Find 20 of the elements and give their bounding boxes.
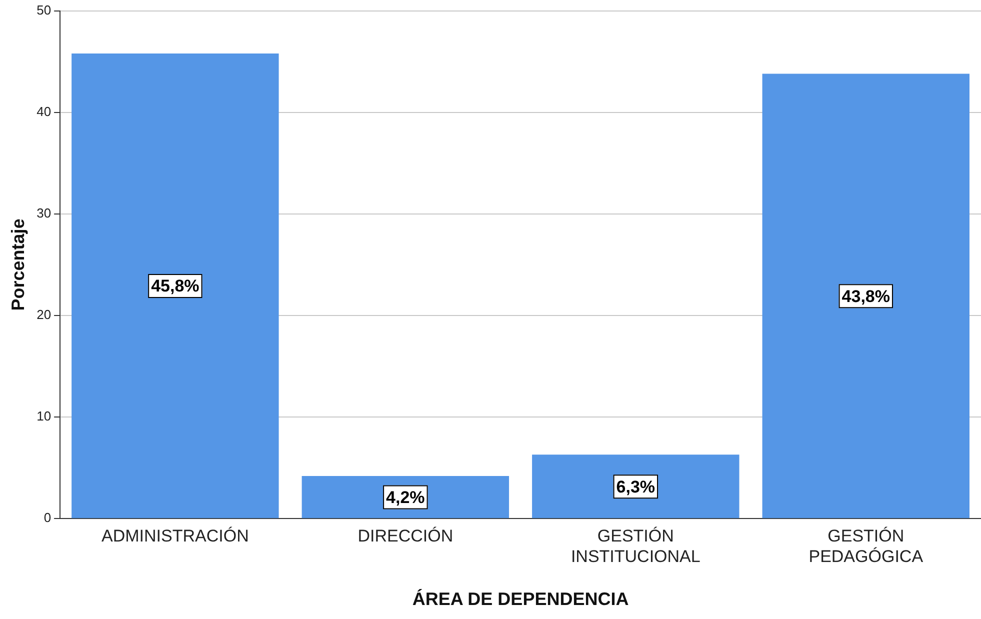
y-tick-label: 40 [36, 104, 52, 119]
data-label: 6,3% [616, 477, 656, 496]
y-tick-label: 30 [36, 206, 52, 220]
x-tick-label: ADMINISTRACIÓN [102, 526, 249, 546]
bar [762, 74, 970, 518]
x-tick-label: GESTIÓN INSTITUCIONAL [570, 526, 700, 566]
y-tick-label: 50 [36, 2, 52, 18]
y-tick-label: 10 [36, 408, 52, 424]
y-tick-label: 0 [44, 510, 52, 526]
x-tick-label: GESTIÓN PEDAGÓGICA [808, 526, 924, 566]
x-axis-title: ÁREA DE DEPENDENCIA [412, 589, 629, 610]
bar [532, 454, 740, 518]
x-tick-label: DIRECCIÓN [358, 526, 454, 546]
y-tick-label: 20 [36, 307, 52, 322]
y-axis-title: Porcentaje [8, 218, 28, 311]
data-label: 45,8% [151, 276, 200, 296]
bar [72, 53, 279, 518]
bar [302, 476, 510, 518]
data-label: 43,8% [842, 286, 890, 306]
data-label: 4,2% [386, 488, 425, 507]
